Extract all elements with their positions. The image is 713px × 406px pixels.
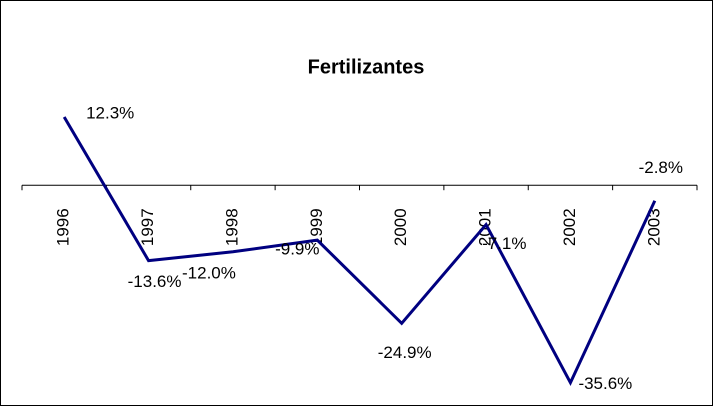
chart-title: Fertilizantes — [308, 56, 425, 78]
x-tick-label: 2000 — [391, 208, 410, 246]
data-line — [62, 116, 657, 387]
x-tick-label: 2003 — [644, 208, 663, 246]
x-tick-label: 1999 — [307, 208, 326, 246]
data-label: 12.3% — [86, 103, 134, 122]
data-label: -12.0% — [182, 263, 236, 282]
x-tick-label: 2002 — [560, 208, 579, 246]
x-tick-label: 1998 — [222, 208, 241, 246]
x-tick-label: 1997 — [138, 208, 157, 246]
data-label: -9.9% — [275, 240, 319, 259]
data-label: -35.6% — [578, 374, 632, 393]
data-label: -24.9% — [378, 343, 432, 362]
data-label: -2.8% — [639, 158, 683, 177]
data-label: -13.6% — [128, 272, 182, 291]
data-label: -7.1% — [482, 234, 526, 253]
x-tick-label: 1996 — [54, 208, 73, 246]
